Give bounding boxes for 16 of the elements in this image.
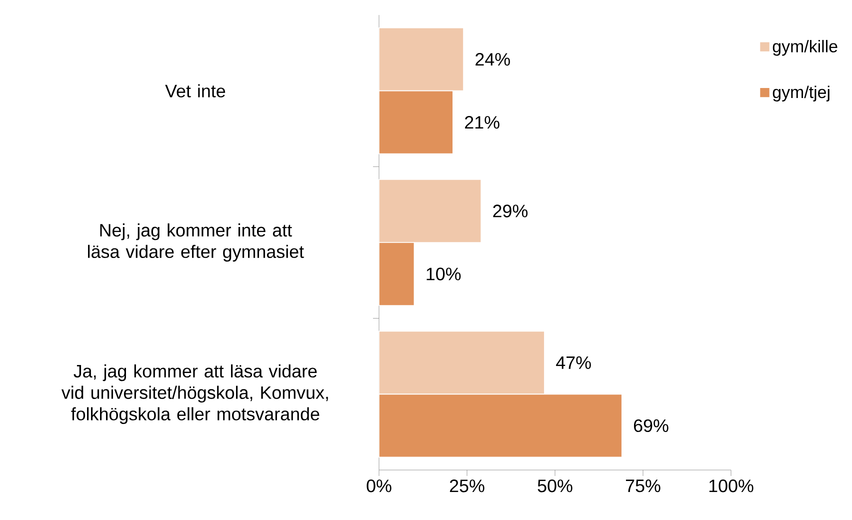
data-label: 24% [476, 53, 510, 66]
data-label: 47% [556, 356, 591, 369]
y-tick-label: Nej, jag kommer inte att läsa vidare efter gymnasiet [88, 223, 304, 262]
legend-label: gym/kille [772, 40, 838, 56]
data-label: 21% [465, 116, 500, 129]
y-tick-label: Vet inte [165, 84, 226, 98]
data-label: 29% [493, 204, 528, 218]
x-tick-label: 50% [538, 480, 572, 492]
y-tick-label: Ja, jag kommer att läsa vidare vid universitet/högskola, Komvux, folkhögskola eller motsvarande [61, 364, 328, 424]
x-tick-label: 25% [450, 480, 484, 492]
x-tick-label: 0% [366, 480, 392, 492]
legend-label: gym/tjej [772, 86, 830, 102]
x-tick-label: 100% [709, 480, 754, 492]
x-tick-label: 75% [626, 480, 660, 492]
data-label: 69% [634, 419, 668, 432]
data-label: 10% [426, 268, 461, 280]
